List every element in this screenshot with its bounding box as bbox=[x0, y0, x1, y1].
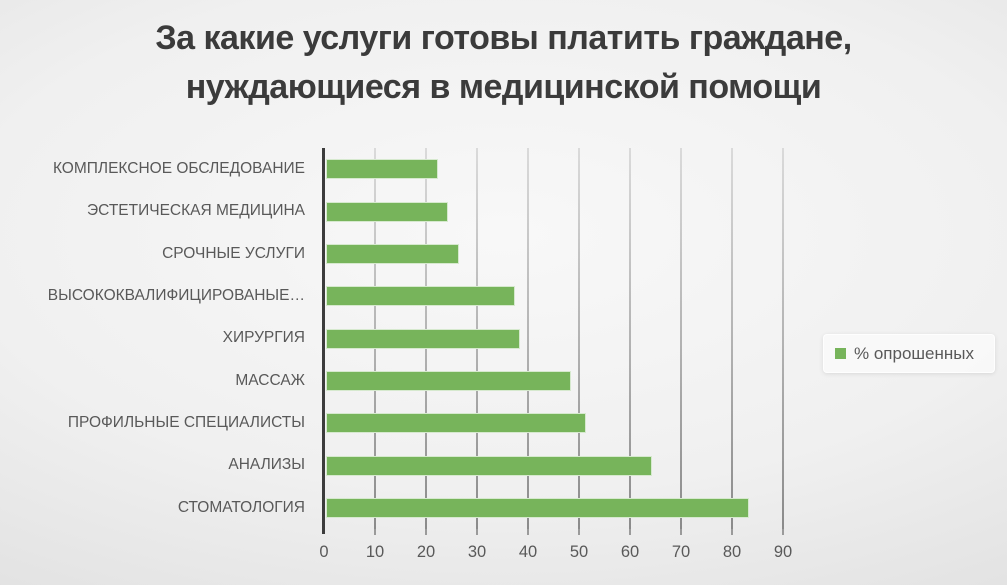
category-axis: КОМПЛЕКСНОЕ ОБСЛЕДОВАНИЕ ЭСТЕТИЧЕСКАЯ МЕД… bbox=[0, 148, 315, 529]
x-tick-label: 70 bbox=[671, 543, 691, 561]
x-tick-label: 90 bbox=[773, 543, 793, 561]
category-label: ПРОФИЛЬНЫЕ СПЕЦИАЛИСТЫ bbox=[67, 414, 305, 432]
bar-хирургия bbox=[326, 328, 520, 349]
x-axis-tick bbox=[578, 529, 580, 535]
x-tick-label: 10 bbox=[365, 543, 385, 561]
x-axis-tick bbox=[374, 529, 376, 535]
legend-label: % опрошенных bbox=[854, 343, 974, 363]
gridline bbox=[629, 148, 631, 529]
category-label: ВЫСОКОКВАЛИФИЦИРОВАНЫЕ… bbox=[47, 287, 305, 305]
category-label: МАССАЖ bbox=[235, 371, 305, 389]
category-label: СТОМАТОЛОГИЯ bbox=[177, 498, 305, 516]
x-tick-label: 40 bbox=[518, 543, 538, 561]
y-axis-line bbox=[322, 148, 325, 534]
legend: % опрошенных bbox=[823, 334, 995, 373]
x-tick-label: 80 bbox=[722, 543, 742, 561]
chart-title: За какие услуги готовы платить граждане,… bbox=[0, 14, 1007, 112]
chart-title-line1: За какие услуги готовы платить граждане, bbox=[155, 19, 852, 57]
bar-анализы bbox=[326, 455, 653, 476]
x-axis-tick bbox=[476, 529, 478, 535]
category-label: СРОЧНЫЕ УСЛУГИ bbox=[162, 244, 305, 262]
chart-title-line2: нуждающиеся в медицинской помощи bbox=[185, 68, 822, 106]
x-axis-tick bbox=[629, 529, 631, 535]
bar-эстетическая-медицина bbox=[326, 201, 449, 222]
category-label: ЭСТЕТИЧЕСКАЯ МЕДИЦИНА bbox=[87, 202, 305, 220]
gridline bbox=[680, 148, 682, 529]
x-axis-tick bbox=[731, 529, 733, 535]
bar-комплексное-обследование bbox=[326, 159, 439, 180]
x-axis-tick bbox=[527, 529, 529, 535]
x-tick-label: 20 bbox=[416, 543, 436, 561]
gridline bbox=[782, 148, 784, 529]
category-label: ХИРУРГИЯ bbox=[222, 329, 305, 347]
gridline bbox=[527, 148, 529, 529]
x-axis-tick bbox=[680, 529, 682, 535]
gridline bbox=[578, 148, 580, 529]
bar-профильные-специалисты bbox=[326, 413, 587, 434]
x-axis-tick bbox=[782, 529, 784, 535]
x-tick-label: 50 bbox=[569, 543, 589, 561]
x-tick-label: 60 bbox=[620, 543, 640, 561]
legend-marker-icon bbox=[835, 348, 846, 359]
x-tick-label: 0 bbox=[319, 543, 329, 561]
bar-высококвалифицированые- bbox=[326, 286, 515, 307]
x-axis-tick bbox=[425, 529, 427, 535]
bar-массаж bbox=[326, 370, 571, 391]
bar-стоматология bbox=[326, 497, 750, 518]
gridline bbox=[731, 148, 733, 529]
x-tick-label: 30 bbox=[467, 543, 487, 561]
category-label: АНАЛИЗЫ bbox=[228, 456, 305, 474]
category-label: КОМПЛЕКСНОЕ ОБСЛЕДОВАНИЕ bbox=[52, 160, 305, 178]
bar-срочные-услуги bbox=[326, 243, 459, 264]
plot-area bbox=[324, 148, 784, 529]
